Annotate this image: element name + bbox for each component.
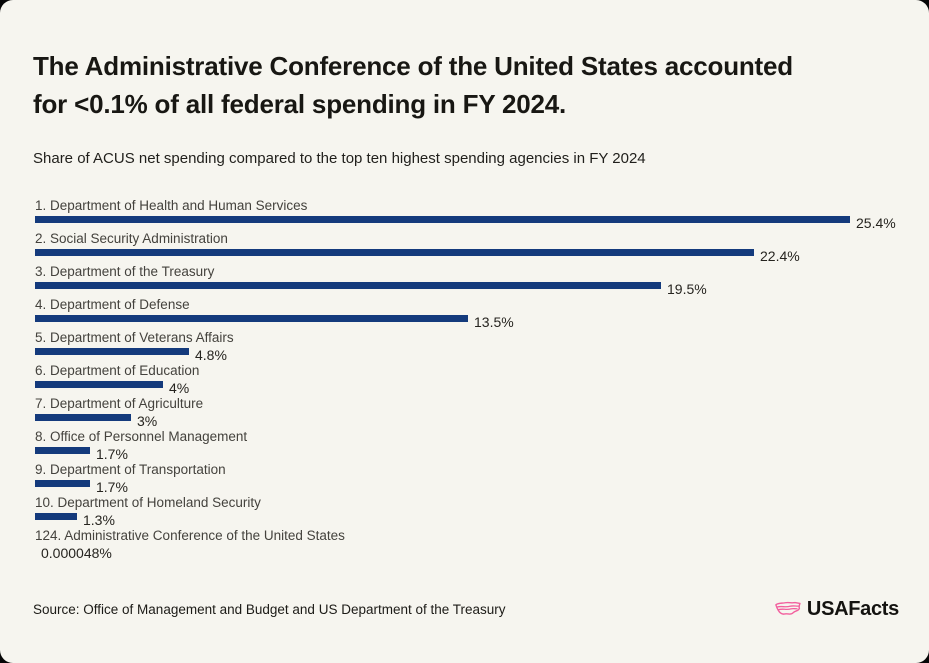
bar-row: 4. Department of Defense 13.5% bbox=[35, 297, 899, 329]
usafacts-map-icon bbox=[775, 601, 801, 615]
bar-track: 0.000048% bbox=[35, 546, 899, 560]
bar bbox=[35, 282, 661, 289]
bar-label: 7. Department of Agriculture bbox=[35, 396, 204, 411]
bar-label: 8. Office of Personnel Management bbox=[35, 429, 248, 444]
bar bbox=[35, 249, 754, 256]
usafacts-logo-text: USAFacts bbox=[806, 597, 899, 620]
bar bbox=[35, 381, 163, 388]
bar-label: 124. Administrative Conference of the Un… bbox=[35, 528, 345, 543]
page-title-line-1: The Administrative Conference of the Uni… bbox=[33, 51, 793, 81]
bar-row: 10. Department of Homeland Security 1.3% bbox=[35, 495, 899, 527]
bar-label: 4. Department of Defense bbox=[35, 297, 190, 312]
bar-value: 1.7% bbox=[96, 478, 128, 495]
bar-row: 124. Administrative Conference of the Un… bbox=[35, 528, 899, 560]
bar-label: 9. Department of Transportation bbox=[35, 462, 226, 477]
bar-list: 1. Department of Health and Human Servic… bbox=[35, 198, 899, 561]
page-title: The Administrative Conference of the Uni… bbox=[33, 47, 793, 123]
bar-value: 25.4% bbox=[856, 214, 896, 231]
bar-track: 1.3% bbox=[35, 513, 899, 527]
bar-label: 2. Social Security Administration bbox=[35, 231, 228, 246]
bar-track: 1.7% bbox=[35, 447, 899, 461]
footer: Source: Office of Management and Budget … bbox=[33, 597, 899, 621]
bar-row: 7. Department of Agriculture 3% bbox=[35, 396, 899, 428]
bar-row: 3. Department of the Treasury 19.5% bbox=[35, 264, 899, 296]
bar bbox=[35, 447, 90, 454]
bar-track: 22.4% bbox=[35, 249, 899, 263]
bar bbox=[35, 315, 468, 322]
bar-track: 13.5% bbox=[35, 315, 899, 329]
bar-value: 1.7% bbox=[96, 445, 128, 462]
bar-row: 9. Department of Transportation 1.7% bbox=[35, 462, 899, 494]
bar-row: 2. Social Security Administration 22.4% bbox=[35, 231, 899, 263]
bar-track: 1.7% bbox=[35, 480, 899, 494]
bar-track: 19.5% bbox=[35, 282, 899, 296]
bar-track: 4.8% bbox=[35, 348, 899, 362]
chart-subtitle: Share of ACUS net spending compared to t… bbox=[33, 150, 646, 167]
bar-row: 1. Department of Health and Human Servic… bbox=[35, 198, 899, 230]
bar-value: 19.5% bbox=[667, 280, 707, 297]
bar-track: 4% bbox=[35, 381, 899, 395]
bar-value: 4% bbox=[169, 379, 190, 396]
bar-value: 0.000048% bbox=[41, 544, 112, 561]
bar bbox=[35, 480, 90, 487]
bar-label: 3. Department of the Treasury bbox=[35, 264, 215, 279]
bar-row: 6. Department of Education 4% bbox=[35, 363, 899, 395]
bar-row: 5. Department of Veterans Affairs 4.8% bbox=[35, 330, 899, 362]
usafacts-logo[interactable]: USAFacts bbox=[774, 597, 899, 621]
bar bbox=[35, 348, 189, 355]
bar-label: 5. Department of Veterans Affairs bbox=[35, 330, 234, 345]
bar-value: 13.5% bbox=[474, 313, 514, 330]
bar-track: 25.4% bbox=[35, 216, 899, 230]
bar bbox=[35, 414, 131, 421]
bar-value: 22.4% bbox=[760, 247, 800, 264]
page-title-line-2: for <0.1% of all federal spending in FY … bbox=[33, 89, 567, 119]
bar-value: 3% bbox=[137, 412, 158, 429]
bar-label: 10. Department of Homeland Security bbox=[35, 495, 261, 510]
bar-row: 8. Office of Personnel Management 1.7% bbox=[35, 429, 899, 461]
bar-value: 1.3% bbox=[83, 511, 115, 528]
bar bbox=[35, 216, 850, 223]
bar bbox=[35, 513, 77, 520]
bar-track: 3% bbox=[35, 414, 899, 428]
bar-label: 1. Department of Health and Human Servic… bbox=[35, 198, 308, 213]
bar-value: 4.8% bbox=[195, 346, 227, 363]
source-note: Source: Office of Management and Budget … bbox=[33, 601, 506, 617]
bar-label: 6. Department of Education bbox=[35, 363, 200, 378]
